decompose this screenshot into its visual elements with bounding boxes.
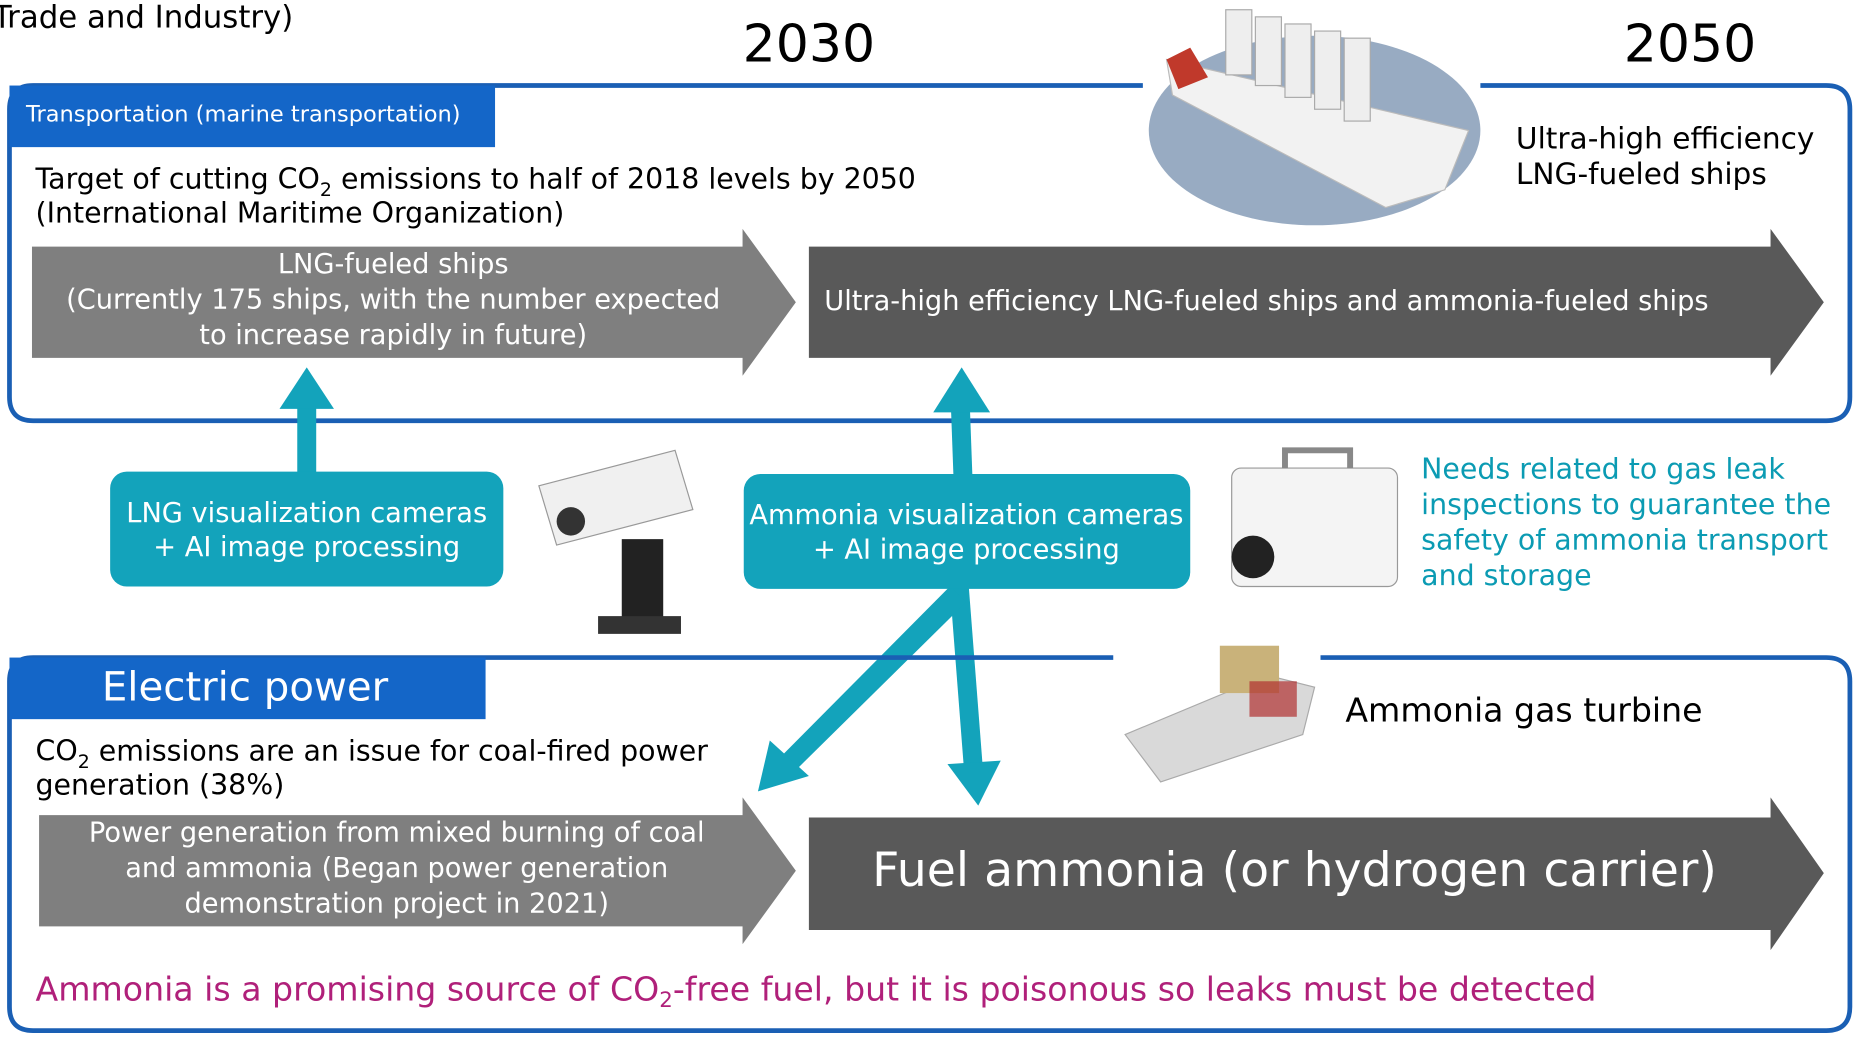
tag-text: Transportation (marine transportation) bbox=[25, 102, 461, 128]
text-line: safety of ammonia transport bbox=[1421, 524, 1828, 557]
arrow-text: and ammonia (Began power generation bbox=[125, 853, 668, 884]
ship-image bbox=[1149, 10, 1481, 226]
header-title: Trade and Industry) bbox=[0, 0, 293, 36]
year: 2030 bbox=[743, 15, 876, 75]
turbine-image bbox=[1125, 646, 1314, 782]
arrow-text: demonstration project in 2021) bbox=[185, 889, 609, 920]
text-part: Target of cutting CO bbox=[35, 162, 320, 195]
text-line: inspections to guarantee the bbox=[1421, 488, 1831, 521]
box-text: + AI image processing bbox=[813, 534, 1120, 565]
text-part: CO bbox=[36, 734, 78, 767]
arrow-text: to increase rapidly in future) bbox=[199, 320, 587, 351]
box-text: LNG visualization cameras bbox=[126, 498, 487, 529]
arrow-text: Power generation from mixed burning of c… bbox=[89, 818, 705, 849]
text-line: and storage bbox=[1421, 559, 1591, 592]
text-part: Ammonia is a promising source of CO bbox=[36, 969, 660, 1008]
arrow-text: Fuel ammonia (or hydrogen carrier) bbox=[872, 843, 1717, 898]
issue-text: generation (38%) bbox=[36, 769, 285, 802]
target-text: (International Maritime Organization) bbox=[36, 197, 565, 230]
text-part: -free fuel, but it is poisonous so leaks… bbox=[673, 969, 1597, 1008]
camera-image bbox=[1232, 450, 1398, 586]
issue-text: CO2 emissions are an issue for coal-fire… bbox=[36, 734, 709, 772]
text-part: emissions are an issue for coal-fired po… bbox=[90, 734, 708, 767]
tag-text: Electric power bbox=[102, 665, 389, 711]
year: 2050 bbox=[1624, 15, 1757, 75]
target-text: Target of cutting CO2 emissions to half … bbox=[35, 162, 916, 200]
box-text: + AI image processing bbox=[153, 532, 460, 563]
lng-camera-box bbox=[110, 472, 503, 587]
arrow-text: LNG-fueled ships bbox=[278, 249, 509, 280]
text-line: Needs related to gas leak bbox=[1421, 452, 1785, 485]
diagram: Trade and Industry) 2030 2050 Transporta… bbox=[0, 0, 1857, 1038]
ship-label: Ultra-high efficiency bbox=[1516, 122, 1814, 156]
ship-label: LNG-fueled ships bbox=[1516, 157, 1767, 191]
turbine-label: Ammonia gas turbine bbox=[1345, 691, 1702, 730]
text-part: emissions to half of 2018 levels by 2050 bbox=[332, 162, 916, 195]
arrow-text: (Currently 175 ships, with the number ex… bbox=[66, 285, 720, 316]
box-text: Ammonia visualization cameras bbox=[749, 500, 1183, 531]
footer-text: Ammonia is a promising source of CO2-fre… bbox=[36, 969, 1597, 1013]
subscript: 2 bbox=[659, 988, 673, 1013]
arrow-text: Ultra-high efficiency LNG-fueled ships a… bbox=[824, 286, 1708, 317]
ammonia-camera-box bbox=[744, 474, 1190, 589]
camera-image bbox=[539, 450, 693, 634]
